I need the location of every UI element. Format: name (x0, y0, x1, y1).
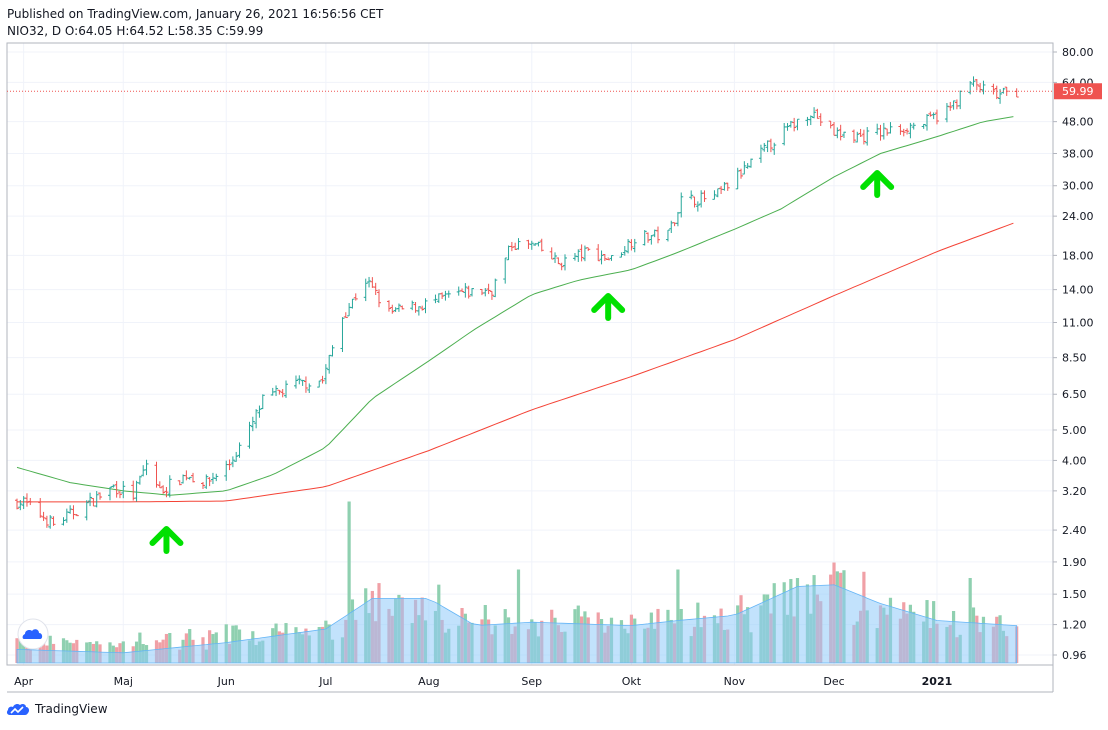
candles (15, 76, 1019, 529)
y-tick-label: 14.00 (1062, 284, 1094, 297)
up-arrow-annotation (860, 170, 895, 198)
x-tick-label: Sep (521, 675, 542, 688)
volume-bar (968, 578, 972, 663)
x-tick-label: Apr (14, 675, 34, 688)
grid (7, 43, 1053, 665)
y-tick-label: 5.00 (1062, 424, 1087, 437)
y-tick-label: 48.00 (1062, 116, 1094, 129)
volume-bar (516, 569, 521, 663)
axes: 80.0064.0048.0038.0030.0024.0018.0014.00… (6, 42, 1102, 693)
x-tick-label: Okt (622, 675, 642, 688)
y-tick-label: 1.50 (1062, 588, 1087, 601)
ohlc-legend: NIO32, D O:64.05 H:64.52 L:58.35 C:59.99 (7, 24, 264, 38)
volume-bar (347, 501, 351, 663)
x-tick-label: Nov (724, 675, 746, 688)
ma-fast-line (16, 116, 1014, 496)
tradingview-cloud-icon (6, 703, 30, 715)
volume-bar (41, 635, 46, 663)
ma-slow-line (17, 222, 1014, 503)
x-tick-label: 2021 (922, 675, 953, 688)
y-tick-label: 2.40 (1062, 524, 1087, 537)
x-tick-label: Jun (217, 675, 235, 688)
y-tick-label: 38.00 (1062, 147, 1094, 160)
y-tick-label: 0.96 (1062, 649, 1087, 662)
tradingview-logo[interactable]: TradingView (6, 702, 108, 716)
x-tick-label: Jul (318, 675, 332, 688)
x-tick-label: Dec (823, 675, 844, 688)
tradingview-label: TradingView (35, 702, 108, 716)
y-tick-label: 80.00 (1062, 46, 1094, 59)
y-tick-label: 11.00 (1062, 317, 1094, 330)
up-arrow-annotation (591, 293, 626, 321)
y-tick-label: 4.00 (1062, 454, 1087, 467)
y-tick-label: 30.00 (1062, 180, 1094, 193)
x-tick-label: Aug (418, 675, 439, 688)
moving-averages (16, 116, 1014, 503)
y-tick-label: 1.90 (1062, 556, 1087, 569)
volume-bar (121, 641, 125, 663)
annotation-arrows (149, 170, 895, 554)
published-line: Published on TradingView.com, January 26… (7, 7, 384, 21)
y-tick-label: 6.50 (1062, 388, 1087, 401)
chart-logo-cloud (22, 629, 43, 639)
y-tick-label: 3.20 (1062, 485, 1087, 498)
volume-bar (138, 632, 142, 663)
chart-logo-icon (17, 618, 49, 650)
y-tick-label: 8.50 (1062, 352, 1087, 365)
y-tick-label: 1.20 (1062, 619, 1087, 632)
last-price-label: 59.99 (1062, 85, 1094, 98)
y-tick-label: 18.00 (1062, 249, 1094, 262)
x-tick-label: Maj (114, 675, 133, 688)
volume-ma-area (16, 584, 1018, 664)
price-chart[interactable]: 80.0064.0048.0038.0030.0024.0018.0014.00… (0, 0, 1108, 700)
volume-bar (676, 569, 680, 663)
plot-frame (6, 42, 1054, 666)
volume-ma (16, 584, 1018, 664)
y-tick-label: 24.00 (1062, 210, 1094, 223)
last-price-tag (1054, 83, 1102, 100)
volume-bar (48, 635, 52, 663)
up-arrow-annotation (149, 526, 184, 554)
